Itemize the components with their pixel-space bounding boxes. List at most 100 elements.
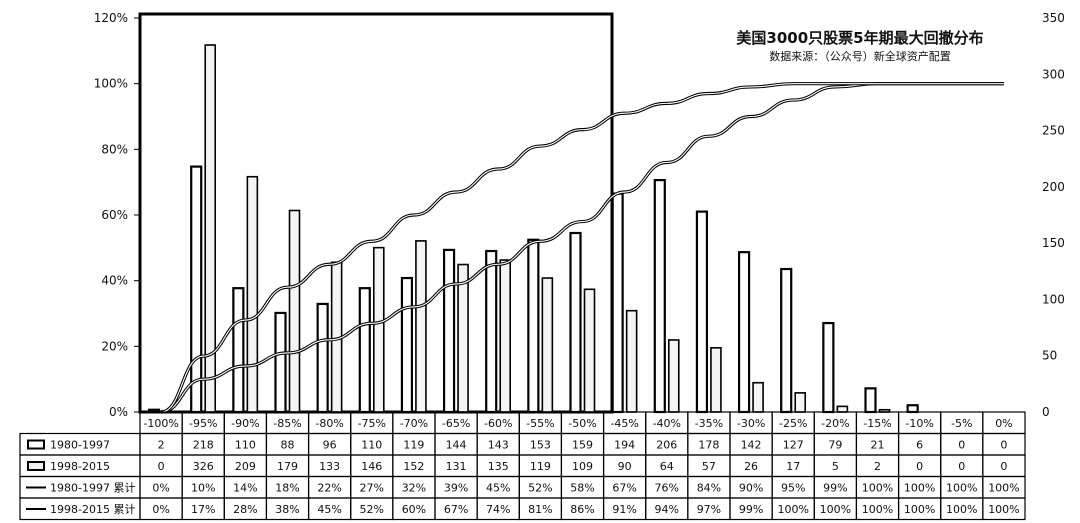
- table-value: 152: [403, 460, 424, 473]
- bar-1980-1997: [316, 302, 329, 414]
- series-name: 1980-1997 累计: [50, 482, 135, 495]
- y-right-tick-label: 100: [1042, 292, 1065, 306]
- bar-1980-1997: [442, 248, 456, 414]
- table-value: 131: [446, 460, 467, 473]
- y-left-tick-label: 80%: [101, 142, 128, 156]
- table-value: 5: [832, 460, 839, 473]
- y-left-tick-label: 0%: [109, 405, 128, 419]
- table-value: 110: [235, 439, 256, 452]
- y-left-tick-label: 20%: [101, 339, 128, 353]
- x-category-label: -30%: [737, 417, 765, 430]
- table-value: 76%: [655, 482, 679, 495]
- table-value: 67%: [612, 482, 636, 495]
- y-right-tick-label: 250: [1042, 124, 1065, 138]
- table-value: 27%: [360, 482, 384, 495]
- x-category-label: -80%: [315, 417, 343, 430]
- bar-1998-2015: [667, 339, 680, 413]
- table-value: 100%: [862, 503, 893, 516]
- x-category-label: -40%: [653, 417, 681, 430]
- table-value: 179: [277, 460, 298, 473]
- bar-1998-2015: [583, 288, 596, 413]
- table-value: 0%: [152, 482, 169, 495]
- table-value: 74%: [486, 503, 510, 516]
- table-value: 100%: [777, 503, 808, 516]
- cumulative-line-inner-1980-1997: [161, 83, 1004, 413]
- bar-1998-2015: [710, 347, 722, 413]
- bar-1998-2015: [372, 246, 385, 413]
- table-value: 100%: [820, 503, 851, 516]
- table-value: 57: [702, 460, 716, 473]
- cumulative-line-1998-2015: [160, 82, 1004, 414]
- table-value: 100%: [904, 482, 935, 495]
- bar-1998-2015: [794, 392, 807, 413]
- x-category-label: -15%: [863, 417, 891, 430]
- table-value: 100%: [946, 482, 977, 495]
- x-category-label: -25%: [779, 417, 807, 430]
- table-value: 133: [319, 460, 340, 473]
- table-value: 110: [361, 439, 382, 452]
- y-left-tick-label: 60%: [101, 208, 128, 222]
- bar-1980-1997: [274, 311, 287, 414]
- bar-1980-1997: [906, 404, 919, 414]
- bar-1998-2015: [288, 209, 301, 413]
- table-value: 21: [871, 439, 885, 452]
- bar-1998-2015: [457, 263, 469, 413]
- table-value: 10%: [191, 482, 215, 495]
- x-category-label: 0%: [995, 417, 1012, 430]
- bar-1998-2015: [246, 175, 259, 413]
- table-value: 17%: [191, 503, 215, 516]
- table-value: 119: [530, 460, 551, 473]
- y-right-tick-label: 350: [1042, 11, 1065, 25]
- line-series: [160, 82, 1004, 414]
- y-left-tick-label: 40%: [101, 274, 128, 288]
- table-value: 100%: [988, 503, 1019, 516]
- bar-1998-2015: [625, 309, 638, 413]
- y-right-tick-label: 0: [1042, 405, 1050, 419]
- table-value: 14%: [233, 482, 257, 495]
- table-value: 58%: [570, 482, 594, 495]
- table-value: 45%: [317, 503, 341, 516]
- table-value: 100%: [904, 503, 935, 516]
- table-value: 94%: [655, 503, 679, 516]
- table-value: 17: [786, 460, 800, 473]
- y-left-tick-label: 100%: [94, 77, 128, 91]
- table-value: 79: [828, 439, 842, 452]
- bar-1980-1997: [190, 165, 203, 414]
- bar-1980-1997: [611, 192, 624, 414]
- table-value: 52%: [528, 482, 552, 495]
- table-value: 0%: [152, 503, 169, 516]
- bar-1998-2015: [836, 405, 849, 413]
- x-category-label: -55%: [526, 417, 554, 430]
- table-value: 142: [741, 439, 762, 452]
- bar-1998-2015: [541, 277, 554, 413]
- bar-1980-1997: [232, 287, 245, 414]
- table-value: 6: [916, 439, 923, 452]
- cumulative-line-inner-1998-2015: [160, 83, 1004, 413]
- table-value: 0: [1000, 460, 1007, 473]
- table-value: 90: [618, 460, 632, 473]
- y-right-tick-label: 150: [1042, 236, 1065, 250]
- legend-swatch: [27, 439, 45, 450]
- table-value: 39%: [444, 482, 468, 495]
- table-value: 60%: [402, 503, 426, 516]
- x-category-label: -95%: [189, 417, 217, 430]
- table-value: 100%: [988, 482, 1019, 495]
- table-value: 28%: [233, 503, 257, 516]
- table-value: 127: [783, 439, 804, 452]
- table-value: 32%: [402, 482, 426, 495]
- legend-swatch: [27, 461, 45, 471]
- table-value: 81%: [528, 503, 552, 516]
- table-value: 0: [958, 439, 965, 452]
- x-category-label: -65%: [442, 417, 470, 430]
- x-category-label: -45%: [610, 417, 638, 430]
- x-category-label: -100%: [143, 417, 178, 430]
- bar-1980-1997: [822, 321, 835, 414]
- table-value: 22%: [317, 482, 341, 495]
- table-value: 100%: [946, 503, 977, 516]
- table-value: 99%: [739, 503, 763, 516]
- table-cell: [982, 497, 1026, 521]
- bar-1980-1997: [780, 267, 793, 414]
- table-value: 100%: [862, 482, 893, 495]
- table-value: 97%: [697, 503, 721, 516]
